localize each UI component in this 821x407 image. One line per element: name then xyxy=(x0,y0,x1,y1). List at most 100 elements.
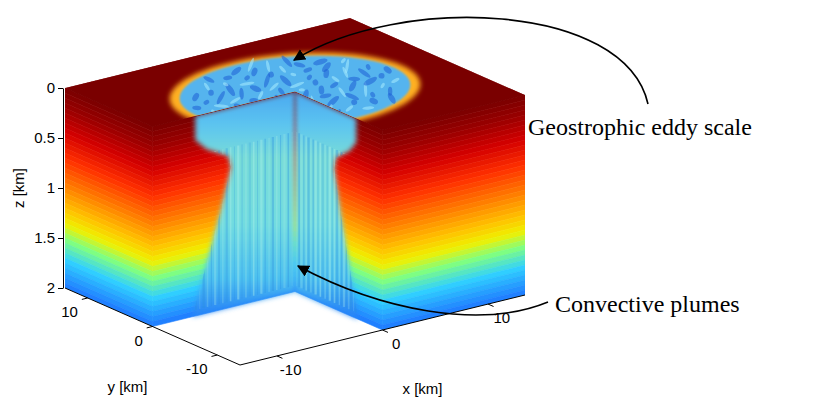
streak xyxy=(269,138,270,292)
eddy xyxy=(312,57,328,67)
streak xyxy=(207,153,209,307)
layer xyxy=(383,290,526,330)
y-axis-title: y [km] xyxy=(108,378,148,395)
x-axis: -10010 xyxy=(240,295,525,378)
x-tick-mark xyxy=(277,356,282,358)
wall-right xyxy=(383,95,526,330)
plume-body xyxy=(192,92,295,317)
y-tick-mark xyxy=(211,355,217,356)
eddy xyxy=(223,75,232,80)
layer xyxy=(65,283,153,327)
streak xyxy=(222,149,223,303)
eddy xyxy=(301,89,310,102)
eddy xyxy=(191,92,200,103)
z-tick-mark xyxy=(58,188,63,189)
eddy xyxy=(192,105,201,110)
eddy xyxy=(274,100,278,106)
z-tick: 1.5 xyxy=(34,229,63,246)
layer xyxy=(65,278,153,322)
streak xyxy=(234,146,235,300)
z-tick: 0.5 xyxy=(34,129,63,146)
eddy xyxy=(365,63,371,70)
annotation: Convective plumes xyxy=(555,291,740,317)
y-tick-label: 0 xyxy=(134,332,142,349)
eddy xyxy=(268,107,276,116)
streak xyxy=(300,134,302,288)
z-tick-label: 1 xyxy=(47,179,55,196)
eddy xyxy=(249,112,262,126)
eddy xyxy=(232,102,245,113)
eddy xyxy=(310,95,317,110)
eddy xyxy=(351,99,358,105)
streak xyxy=(329,147,331,301)
eddy xyxy=(249,84,262,94)
streak xyxy=(312,140,314,294)
eddy xyxy=(382,65,393,75)
plume-streaks xyxy=(297,132,356,312)
streak xyxy=(318,142,319,296)
y-tick-label: -10 xyxy=(186,360,208,377)
eddy xyxy=(284,104,292,111)
streak xyxy=(241,144,243,298)
y-axis: -10 0 10 xyxy=(61,288,240,377)
eddy xyxy=(230,65,243,77)
eddy xyxy=(273,94,280,101)
eddy xyxy=(230,116,237,123)
eddy xyxy=(280,54,293,68)
x-axis-title: x [km] xyxy=(403,380,443,397)
eddy xyxy=(250,67,258,77)
eddy xyxy=(289,110,299,117)
eddy xyxy=(215,90,226,105)
streak xyxy=(355,158,357,312)
streak xyxy=(195,156,197,310)
streak xyxy=(245,144,246,298)
streak xyxy=(230,147,232,301)
eddy xyxy=(369,91,376,98)
streak xyxy=(341,152,343,306)
eddy xyxy=(290,72,297,76)
streak xyxy=(348,155,350,309)
eddy xyxy=(243,74,250,81)
streak xyxy=(203,154,205,308)
patch-rim xyxy=(170,53,421,131)
x-tick-label: -10 xyxy=(280,361,302,378)
streak xyxy=(218,150,220,304)
eddy xyxy=(227,106,238,122)
eddy xyxy=(362,106,374,110)
streak xyxy=(260,140,262,294)
eddy xyxy=(391,77,400,84)
streak xyxy=(315,141,317,295)
cut-face-left xyxy=(153,92,296,327)
eddy xyxy=(249,98,258,104)
patch-core xyxy=(180,56,411,128)
eddy xyxy=(278,118,293,125)
x-tick-label: 10 xyxy=(493,309,510,326)
eddy xyxy=(380,82,386,89)
y-tick-mark xyxy=(82,298,88,299)
streak xyxy=(276,136,278,290)
plume xyxy=(295,92,358,320)
eddy xyxy=(348,77,360,82)
streak xyxy=(298,133,300,287)
eddy xyxy=(214,104,229,108)
eddy xyxy=(318,85,324,94)
z-tick-mark xyxy=(58,138,63,139)
streak xyxy=(353,157,354,311)
eddy xyxy=(290,81,305,89)
streak xyxy=(350,156,352,310)
eddy xyxy=(203,99,210,106)
eddy xyxy=(239,81,254,87)
eddy xyxy=(203,75,216,84)
eddy xyxy=(344,92,360,102)
z-axis-title: z [km] xyxy=(10,168,27,208)
streak xyxy=(307,137,309,291)
z-tick-mark xyxy=(58,88,63,89)
figure: 00.511.52z [km]-10010-10010x [km]y [km]G… xyxy=(0,0,821,407)
y-tick-label: 10 xyxy=(61,303,78,320)
eddy xyxy=(347,79,358,92)
streak xyxy=(280,135,281,289)
volume xyxy=(65,18,525,330)
eddy xyxy=(254,102,262,112)
eddy xyxy=(326,94,341,108)
streak xyxy=(296,132,297,286)
